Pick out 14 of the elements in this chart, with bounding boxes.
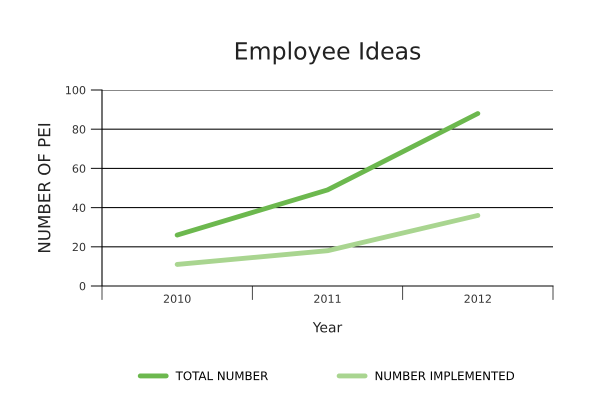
- x-tick-label: 2010: [164, 294, 191, 303]
- legend-label: TOTAL NUMBER: [176, 371, 268, 380]
- x-axis-title: Year: [312, 322, 342, 333]
- y-tick-label: 80: [72, 125, 86, 134]
- y-tick-label: 100: [66, 86, 86, 94]
- y-axis-title: NUMBER OF PEI: [38, 124, 50, 252]
- y-tick-label: 40: [72, 204, 86, 212]
- x-tick-label: 2011: [314, 294, 341, 303]
- x-tick-label: 2012: [464, 294, 491, 303]
- legend-label: NUMBER IMPLEMENTED: [376, 371, 514, 380]
- y-tick-label: 60: [72, 164, 86, 173]
- y-tick-label: 0: [80, 282, 86, 290]
- y-tick-label: 20: [72, 242, 86, 252]
- chart-title: Employee Ideas: [236, 42, 420, 64]
